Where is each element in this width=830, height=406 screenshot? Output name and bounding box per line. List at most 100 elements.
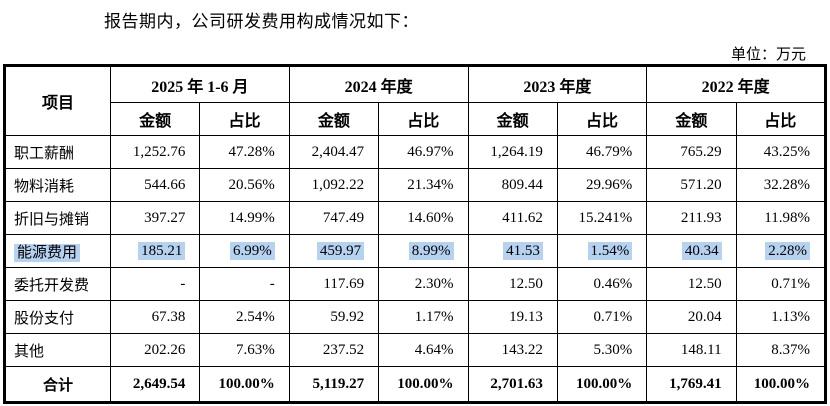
cell: 1,769.41 [646, 366, 737, 403]
cell-text: 0.46% [593, 275, 633, 292]
cell: 1.13% [735, 300, 827, 334]
cell-text: 747.49 [322, 209, 365, 226]
cell-text: 1,769.41 [669, 375, 722, 392]
cell: 41.53 [467, 234, 558, 268]
cell: 100.00% [378, 366, 469, 403]
cell-text: 12.50 [687, 275, 722, 292]
rd-expense-table: 项目 2025 年 1-6 月 2024 年度 2023 年度 2022 年度 … [3, 64, 827, 404]
cell-text: 4.64% [414, 341, 454, 358]
cell-text: 100.00% [576, 375, 633, 392]
cell-text: 2.54% [236, 308, 275, 325]
cell-text: 1,252.76 [132, 143, 186, 160]
col-header-ratio: 占比 [556, 102, 648, 136]
cell-text: 544.66 [144, 176, 186, 193]
cell-text: 11.98% [764, 209, 810, 226]
cell: 12.50 [646, 267, 737, 301]
cell: 100.00% [556, 366, 648, 403]
row-label: 物料消耗 [4, 168, 111, 202]
col-header-item: 项目 [4, 65, 111, 136]
cell-text: 5.30% [593, 341, 633, 358]
page-title: 报告期内，公司研发费用构成情况如下： [104, 12, 419, 31]
cell-text: 1,264.19 [490, 143, 543, 160]
cell-text: 5,119.27 [312, 375, 365, 392]
cell-text: 117.69 [323, 275, 365, 292]
cell-text: 100.00% [753, 375, 810, 392]
col-header-period-2022: 2022 年度 [646, 65, 826, 103]
table-row: 职工薪酬 1,252.76 47.28% 2,404.47 46.97% 1,264.19… [4, 135, 827, 169]
cell: 2.30% [378, 267, 469, 301]
table-row: 股份支付 67.38 2.54% 59.92 1.17% 19.13 0.71% 20.04 1… [4, 300, 827, 334]
row-label: 合计 [4, 366, 111, 403]
cell: 0.46% [556, 267, 648, 301]
cell-text: 2,404.47 [311, 143, 365, 160]
selected-text: 185.21 [138, 241, 186, 260]
cell-text: 237.52 [322, 341, 365, 358]
cell: 14.99% [199, 201, 290, 235]
cell: 7.63% [199, 333, 290, 367]
cell: 100.00% [735, 366, 827, 403]
cell: 15.241% [556, 201, 648, 235]
cell: 21.34% [378, 168, 469, 202]
cell-text: 100.00% [397, 375, 454, 392]
cell: 100.00% [199, 366, 290, 403]
unit-label: 单位：万元 [730, 47, 806, 63]
cell-text: 14.60% [407, 209, 454, 226]
cell: 11.98% [735, 201, 827, 235]
cell: 20.04 [646, 300, 737, 334]
cell: 809.44 [467, 168, 558, 202]
cell-text: 1.13% [771, 308, 810, 325]
cell: 143.22 [467, 333, 558, 367]
selected-text: 40.34 [681, 241, 722, 260]
cell-text: 202.26 [144, 341, 186, 358]
cell-text: 8.37% [771, 341, 810, 358]
cell: 148.11 [646, 333, 737, 367]
cell-text: 20.04 [687, 308, 722, 325]
cell: - [109, 267, 201, 301]
row-label: 委托开发费 [4, 267, 111, 301]
cell: 5.30% [556, 333, 648, 367]
cell: 12.50 [467, 267, 558, 301]
cell: 5,119.27 [288, 366, 380, 403]
row-label: 股份支付 [4, 300, 111, 334]
cell: 211.93 [646, 201, 737, 235]
cell: 411.62 [467, 201, 558, 235]
cell: 1,264.19 [467, 135, 558, 169]
cell-text: - [180, 275, 186, 292]
row-label: 其他 [4, 333, 111, 367]
cell: 1.54% [556, 234, 648, 268]
cell-text: 571.20 [680, 176, 722, 193]
cell: 2.28% [735, 234, 827, 268]
cell-text: 职工薪酬 [14, 145, 75, 162]
cell: 46.79% [556, 135, 648, 169]
cell-text: 20.56% [228, 176, 275, 193]
cell-text: 43.25% [763, 143, 810, 160]
cell-text: 折旧与摊销 [14, 211, 90, 228]
cell-text: 2,649.54 [132, 375, 186, 392]
col-header-ratio: 占比 [199, 102, 290, 136]
table-row: 能源费用 185.21 6.99% 459.97 8.99% 41.53 1.54% 40.3… [4, 234, 827, 268]
cell-text: 物料消耗 [14, 178, 75, 195]
cell-text: 32.28% [763, 176, 810, 193]
cell: 40.34 [646, 234, 737, 268]
cell-text: 21.34% [407, 176, 454, 193]
cell: 19.13 [467, 300, 558, 334]
cell: 8.99% [378, 234, 469, 268]
selected-text: 459.97 [316, 241, 365, 260]
cell: 544.66 [109, 168, 201, 202]
cell-text: 29.96% [586, 176, 633, 193]
cell: 0.71% [556, 300, 648, 334]
cell-text: 397.27 [144, 209, 186, 226]
cell-text: 211.93 [680, 209, 722, 226]
col-header-period-2024: 2024 年度 [288, 65, 469, 103]
table-body: 职工薪酬 1,252.76 47.28% 2,404.47 46.97% 1,264.19… [4, 135, 827, 403]
cell: 747.49 [288, 201, 380, 235]
cell: 2,649.54 [109, 366, 201, 403]
col-header-amount: 金额 [288, 102, 380, 136]
total-row: 合计 2,649.54 100.00% 5,119.27 100.00% 2,701.63… [4, 366, 827, 403]
cell: 2.54% [199, 300, 290, 334]
cell: 29.96% [556, 168, 648, 202]
header-sub-row: 金额 占比 金额 占比 金额 占比 金额 占比 [5, 102, 827, 136]
col-header-ratio: 占比 [735, 102, 827, 136]
cell-text: 809.44 [501, 176, 543, 193]
col-header-amount: 金额 [646, 102, 737, 136]
